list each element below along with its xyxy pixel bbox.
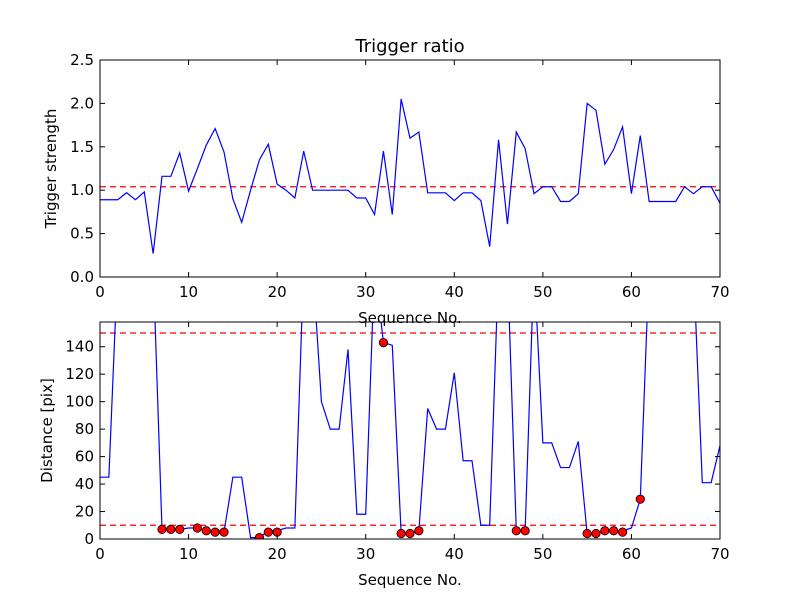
- trigger-plot-frame: [99, 59, 721, 278]
- distance-plot-frame: [99, 321, 721, 540]
- trigger-y-tick-label: 1.5: [70, 138, 94, 156]
- trigger-y-ticks: 0.0 0.5 1.0 1.5 2.0 2.5: [70, 51, 720, 286]
- distance-marker-point: [635, 494, 645, 504]
- trigger-x-axis-label: Sequence No.: [358, 309, 462, 327]
- distance-marker-point: [175, 524, 185, 534]
- distance-y-axis-label: Distance [pix]: [38, 378, 56, 483]
- trigger-y-tick-label: 0.0: [70, 268, 94, 286]
- distance-panel: 0 10 20 30 40 50 60 70 0 20 40 60 80 100 120 140 Seque…: [38, 321, 730, 589]
- trigger-x-tick-label: 70: [710, 283, 729, 301]
- distance-marker-point: [405, 528, 415, 539]
- distance-marker-point: [600, 526, 610, 536]
- distance-marker-point: [192, 523, 203, 533]
- distance-marker-point: [254, 533, 265, 539]
- distance-y-ticks: 0 20 40 60 80 100 120 140: [65, 338, 720, 548]
- distance-marker-point: [201, 526, 211, 536]
- trigger-y-axis-label: Trigger strength: [42, 109, 60, 230]
- chart-title: Trigger ratio: [354, 36, 464, 57]
- distance-y-tick-label: 120: [65, 365, 94, 383]
- distance-x-axis-label: Sequence No.: [358, 571, 462, 589]
- distance-marker-point: [582, 528, 592, 539]
- distance-x-tick-label: 30: [356, 545, 375, 563]
- distance-marker-point: [166, 524, 176, 534]
- distance-marker-point: [617, 527, 628, 537]
- distance-x-tick-label: 0: [95, 545, 105, 563]
- distance-x-tick-label: 70: [710, 545, 729, 563]
- trigger-y-tick-label: 2.5: [70, 51, 94, 69]
- distance-marker-point: [219, 527, 229, 537]
- distance-y-tick-label: 40: [75, 475, 94, 493]
- distance-marker-point: [210, 527, 220, 537]
- trigger-y-tick-label: 2.0: [70, 94, 94, 112]
- trigger-strength-series: [100, 98, 721, 254]
- distance-x-tick-label: 50: [533, 545, 552, 563]
- distance-marker-point: [591, 528, 601, 539]
- trigger-x-tick-label: 10: [179, 283, 198, 301]
- distance-reference-lines: [100, 332, 720, 526]
- trigger-x-tick-label: 50: [533, 283, 552, 301]
- distance-markers: [157, 338, 645, 539]
- distance-y-tick-label: 60: [75, 448, 94, 466]
- trigger-x-ticks: 0 10 20 30 40 50 60 70: [95, 60, 730, 301]
- trigger-ratio-panel: Trigger ratio 0 10 20 30 40 50 60 70 0.0 0.5 1.0 1…: [42, 36, 730, 327]
- trigger-x-tick-label: 60: [622, 283, 641, 301]
- distance-y-tick-label: 140: [65, 338, 94, 356]
- distance-marker-point: [378, 338, 389, 348]
- distance-marker-point: [263, 527, 273, 537]
- distance-marker-point: [520, 526, 530, 536]
- distance-x-tick-label: 10: [179, 545, 198, 563]
- trigger-y-tick-label: 1.0: [70, 181, 94, 199]
- distance-y-tick-label: 80: [75, 420, 94, 438]
- distance-y-tick-label: 0: [84, 530, 94, 548]
- distance-x-tick-label: 60: [622, 545, 641, 563]
- distance-marker-point: [157, 524, 167, 534]
- distance-y-tick-label: 20: [75, 503, 94, 521]
- trigger-x-tick-label: 30: [356, 283, 375, 301]
- trigger-x-tick-label: 40: [445, 283, 464, 301]
- trigger-x-tick-label: 20: [268, 283, 287, 301]
- distance-x-tick-label: 40: [445, 545, 464, 563]
- distance-x-tick-label: 20: [268, 545, 287, 563]
- distance-y-tick-label: 100: [65, 393, 94, 411]
- trigger-x-tick-label: 0: [95, 283, 105, 301]
- distance-x-ticks: 0 10 20 30 40 50 60 70: [95, 322, 730, 563]
- trigger-y-tick-label: 0.5: [70, 225, 94, 243]
- distance-marker-point: [609, 526, 619, 536]
- distance-marker-point: [414, 526, 424, 536]
- distance-marker-point: [396, 528, 406, 539]
- distance-marker-point: [511, 526, 521, 536]
- trigger-series-line: [100, 98, 721, 254]
